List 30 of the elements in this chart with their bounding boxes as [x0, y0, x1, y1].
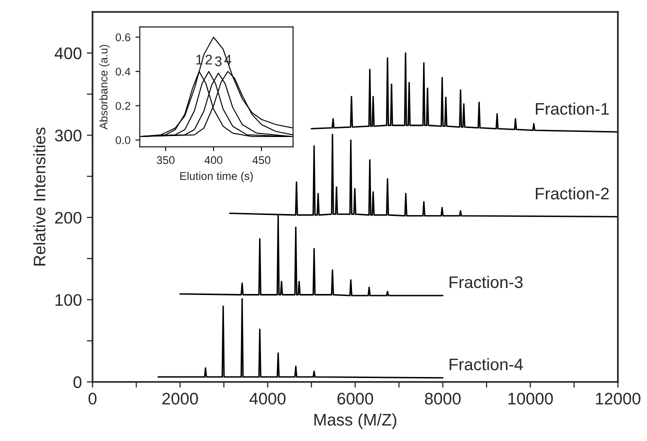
- y-tick-label: 100: [56, 294, 82, 306]
- y-tick-label: 0.6: [116, 33, 130, 42]
- x-axis-title: Elution time (s): [180, 172, 253, 182]
- x-tick-label: 350: [156, 156, 174, 164]
- x-tick-label: 12000: [596, 392, 640, 405]
- x-tick-label: 6000: [338, 392, 374, 405]
- series-label: Fraction-3: [450, 276, 523, 288]
- y-tick-label: 200: [55, 212, 82, 224]
- x-tick-label: 8000: [424, 392, 461, 405]
- y-tick-label: 0.0: [116, 136, 130, 144]
- x-tick-label: 450: [252, 156, 270, 164]
- y-axis-title: Relative Intensities: [33, 128, 46, 266]
- y-tick-label: 300: [54, 130, 82, 142]
- x-tick-label: 0: [88, 392, 97, 405]
- y-tick-label: 0.4: [116, 68, 130, 76]
- x-tick-label: 2000: [162, 392, 198, 405]
- y-axis-title: Absorbance (a.u): [99, 44, 110, 130]
- series-label: Fraction-1: [536, 102, 609, 115]
- y-tick-label: 400: [54, 47, 82, 60]
- series-label: Fraction-2: [536, 187, 609, 200]
- x-tick-label: 4000: [249, 392, 286, 405]
- x-tick-label: 400: [204, 156, 222, 164]
- x-axis-title: Mass (M/Z): [314, 413, 396, 429]
- y-tick-label: 0: [73, 376, 82, 388]
- series-label: Fraction-4: [450, 358, 523, 370]
- annotation: 3: [215, 56, 222, 66]
- y-tick-label: 0.2: [116, 102, 130, 110]
- annotation: 2: [206, 54, 212, 64]
- x-tick-label: 10000: [508, 392, 553, 405]
- annotation: 1: [196, 54, 202, 64]
